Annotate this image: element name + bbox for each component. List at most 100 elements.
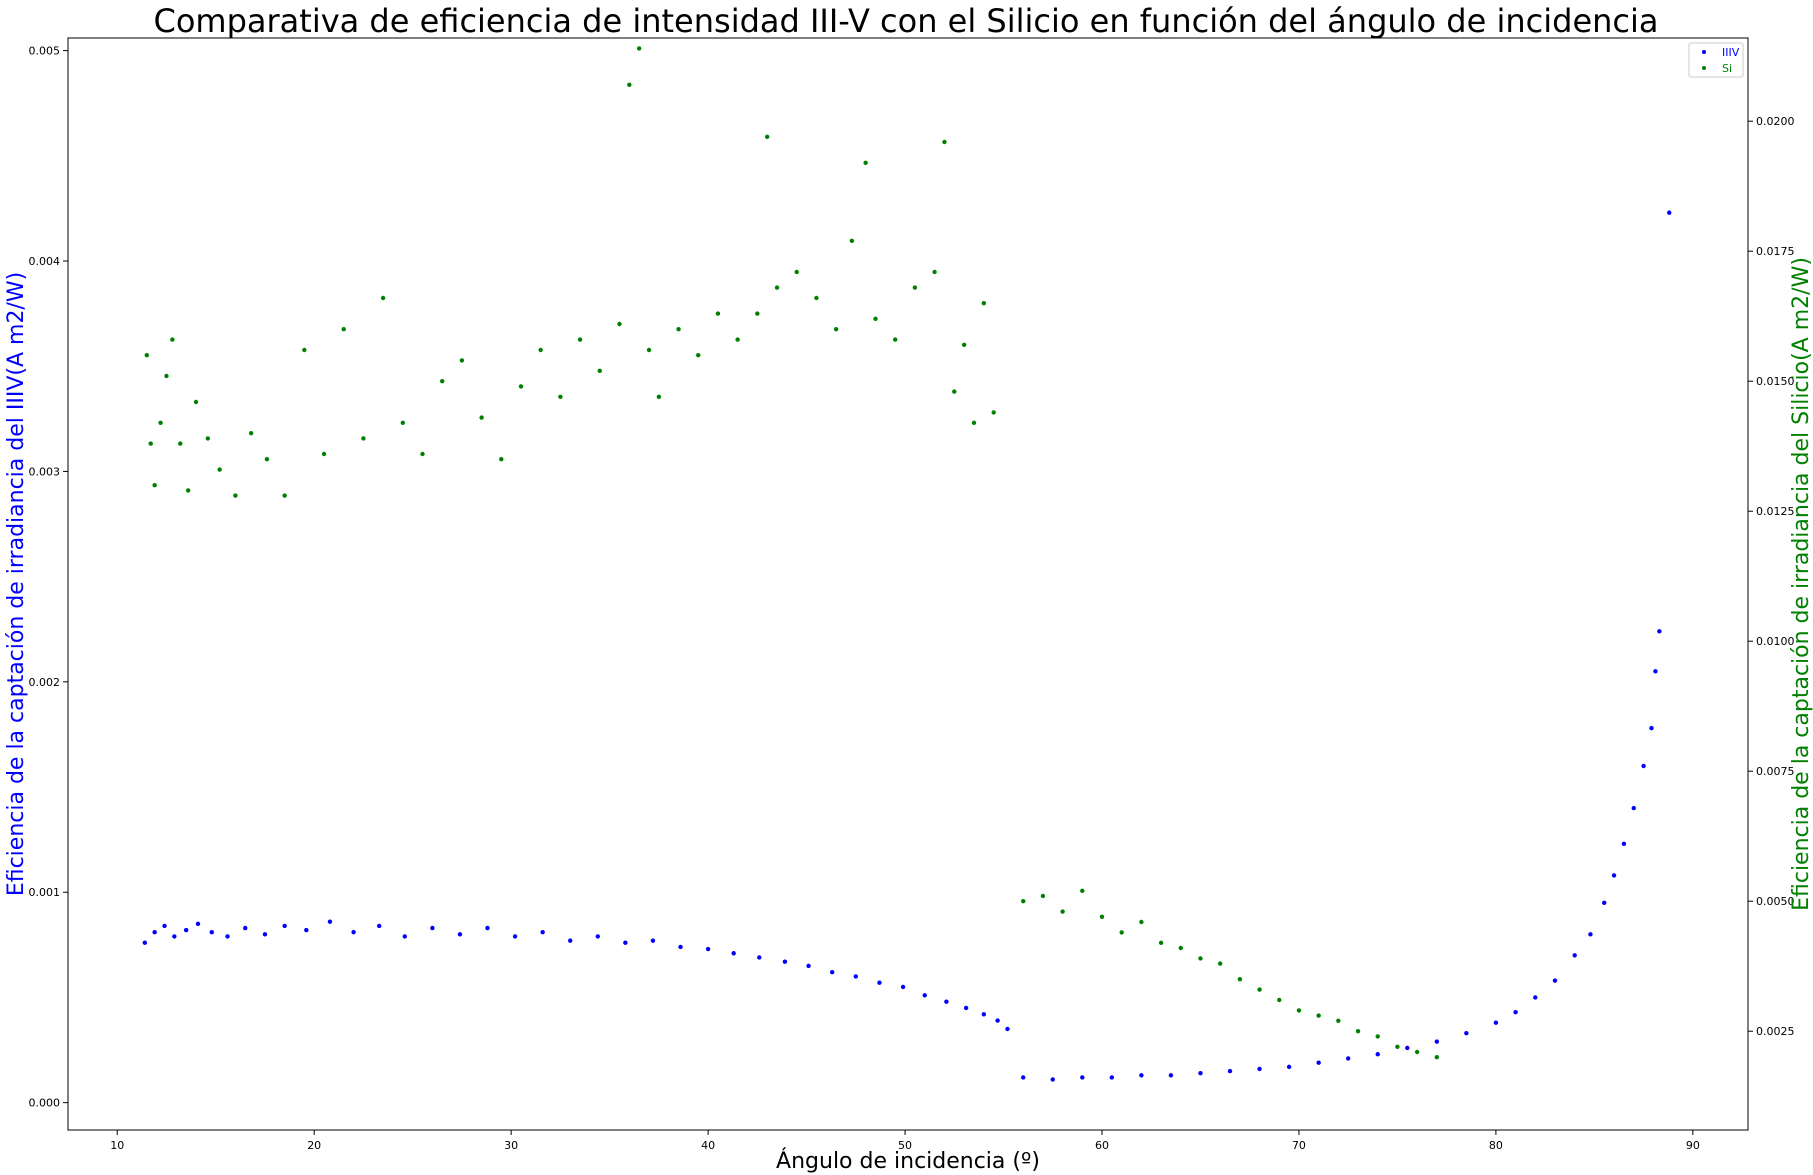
- iiiv-point: [1493, 1020, 1499, 1025]
- si-point: [302, 347, 307, 353]
- si-point: [656, 394, 662, 399]
- iiiv-point: [162, 923, 167, 929]
- si-point: [282, 493, 287, 498]
- si-point: [152, 483, 157, 488]
- iiiv-point: [327, 919, 333, 924]
- iiiv-point: [623, 940, 628, 945]
- si-point: [863, 160, 868, 165]
- iiiv-point: [853, 974, 859, 979]
- right-y-tick-label: 0.0075: [1756, 765, 1795, 778]
- si-point: [627, 82, 632, 88]
- iiiv-point: [1375, 1052, 1380, 1057]
- si-point: [1277, 997, 1282, 1003]
- iiiv-point: [152, 930, 157, 935]
- si-point: [144, 353, 149, 358]
- iiiv-point: [944, 999, 949, 1004]
- iiiv-point: [1316, 1060, 1321, 1065]
- si-point: [499, 457, 504, 462]
- iiiv-point: [963, 1005, 969, 1011]
- si-point: [1021, 899, 1026, 904]
- si-point: [538, 347, 543, 353]
- si-point: [1158, 940, 1164, 945]
- si-point: [794, 269, 799, 275]
- si-point: [248, 431, 254, 436]
- x-tick-label: 30: [504, 1139, 518, 1152]
- legend-marker-iiiv: [1702, 50, 1706, 54]
- si-point: [440, 379, 445, 384]
- iiiv-point: [1050, 1077, 1055, 1082]
- si-point: [361, 436, 366, 441]
- left-y-tick-label: 0.005: [29, 45, 61, 58]
- si-point: [380, 295, 386, 301]
- si-point: [991, 410, 996, 415]
- plot-frame: [67, 37, 1749, 1131]
- iiiv-point: [1139, 1073, 1144, 1078]
- iiiv-point: [282, 923, 287, 929]
- si-point: [1040, 893, 1046, 899]
- left-y-tick-label: 0.003: [29, 465, 61, 478]
- iiiv-point: [1168, 1073, 1174, 1078]
- si-point: [971, 420, 977, 425]
- si-point: [217, 467, 222, 472]
- right-y-axis-ticks: 0.0025 0.0050 0.0075 0.0100 0.0125 0.0150 0.01…: [1748, 115, 1795, 1038]
- iiiv-point: [1552, 978, 1558, 983]
- iiiv-point: [922, 993, 927, 998]
- legend: IIIV Si: [1688, 42, 1744, 78]
- si-point: [148, 441, 153, 446]
- si-point: [1336, 1018, 1341, 1023]
- iiiv-point: [1257, 1066, 1262, 1072]
- right-y-tick-label: 0.0200: [1756, 115, 1795, 128]
- si-point: [961, 342, 967, 347]
- iiiv-point: [1405, 1045, 1410, 1051]
- si-point: [833, 327, 839, 332]
- x-tick-label: 90: [1686, 1139, 1700, 1152]
- si-point: [518, 384, 524, 389]
- si-point: [1178, 945, 1183, 951]
- left-y-tick-label: 0.004: [29, 255, 61, 268]
- iiiv-series: [142, 210, 1672, 1082]
- iiiv-point: [806, 963, 811, 969]
- iiiv-point: [1621, 841, 1627, 847]
- iiiv-point: [1513, 1009, 1518, 1015]
- iiiv-point: [829, 969, 835, 975]
- si-point: [164, 373, 169, 379]
- iiiv-point: [243, 925, 248, 931]
- si-point: [873, 316, 878, 321]
- x-tick-label: 20: [307, 1139, 321, 1152]
- si-point: [1257, 987, 1262, 992]
- si-point: [814, 295, 819, 301]
- iiiv-point: [1533, 995, 1538, 1000]
- legend-label-si: Si: [1722, 62, 1732, 75]
- iiiv-point: [1080, 1075, 1085, 1080]
- iiiv-point: [568, 938, 573, 943]
- iiiv-point: [1611, 873, 1617, 878]
- x-tick-label: 80: [1489, 1139, 1503, 1152]
- iiiv-point: [540, 930, 545, 935]
- x-tick-label: 70: [1292, 1139, 1306, 1152]
- iiiv-point: [650, 938, 656, 943]
- iiiv-point: [457, 932, 463, 937]
- iiiv-point: [1588, 932, 1593, 937]
- si-point: [420, 451, 425, 457]
- iiiv-point: [376, 923, 382, 929]
- left-y-axis-label: Eficiencia de la captación de irradianci…: [4, 272, 29, 896]
- left-y-tick-label: 0.002: [29, 676, 61, 689]
- iiiv-point: [678, 944, 683, 950]
- iiiv-point: [1286, 1064, 1292, 1070]
- legend-marker-si: [1702, 66, 1706, 70]
- si-point: [696, 353, 701, 358]
- si-point: [577, 337, 583, 342]
- si-point: [1296, 1008, 1302, 1013]
- si-point: [1355, 1029, 1361, 1034]
- iiiv-point: [209, 930, 214, 935]
- si-point: [479, 415, 484, 420]
- iiiv-point: [782, 959, 788, 964]
- si-point: [170, 337, 175, 342]
- right-y-axis-label: Eficiencia de la captación de irradianci…: [1789, 257, 1813, 911]
- si-point: [981, 301, 987, 306]
- iiiv-point: [1345, 1056, 1351, 1061]
- x-tick-label: 40: [701, 1139, 715, 1152]
- iiiv-point: [995, 1018, 1000, 1023]
- si-point: [1375, 1034, 1380, 1039]
- si-point: [1395, 1044, 1400, 1050]
